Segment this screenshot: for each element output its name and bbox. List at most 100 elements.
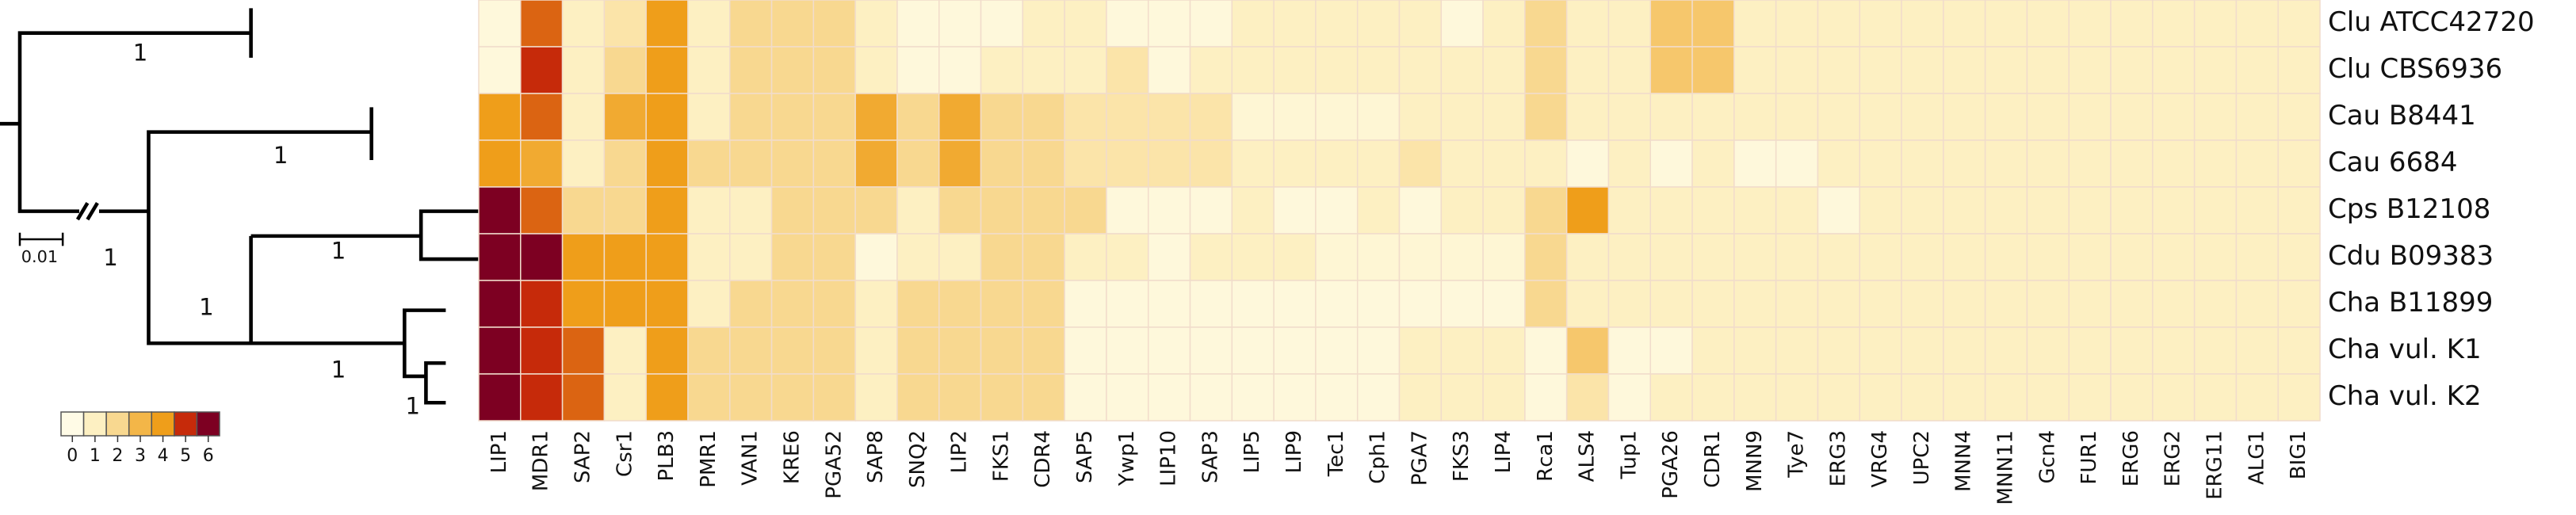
heatmap-cell [1440,280,1484,328]
heatmap-cell [2152,93,2196,141]
column-label: PMR1 [697,430,720,488]
branch-label: 1 [273,142,289,169]
heatmap-cell [2152,139,2196,188]
tree-branch [403,308,446,379]
heatmap-cell [1943,0,1986,48]
heatmap-cell [561,233,606,281]
heatmap-cell [1106,373,1149,422]
heatmap-cell [1106,186,1149,235]
heatmap-cell [2026,233,2070,281]
column-label: Tup1 [1617,430,1641,479]
heatmap-cell [2277,186,2321,235]
heatmap-cell [2110,280,2154,328]
heatmap-cell [1482,373,1526,422]
heatmap-cell [938,326,982,375]
heatmap-cell [1607,46,1652,94]
heatmap-cell [1147,139,1191,188]
heatmap-cell [1106,326,1149,375]
heatmap-cell [896,280,940,328]
column-label: LIP9 [1282,430,1306,473]
heatmap-cell [1022,233,1065,281]
heatmap-cell [896,139,940,188]
heatmap-cell [1064,373,1107,422]
heatmap-cell [2026,373,2070,422]
column-label: Rca1 [1534,430,1557,482]
heatmap-cell [1189,373,1233,422]
heatmap-cell [854,326,898,375]
heatmap-cell [1691,139,1735,188]
heatmap-cell [1859,93,1902,141]
heatmap-cell [854,0,898,48]
heatmap-cell [1189,139,1233,188]
heatmap-cell [2235,233,2279,281]
heatmap-cell [1022,93,1065,141]
heatmap-cell [561,186,606,235]
heatmap-cell [729,326,773,375]
heatmap-cell [1231,139,1275,188]
heatmap-cell [1231,186,1275,235]
row-label: Cau B8441 [2328,100,2476,132]
heatmap-cell [1984,280,2028,328]
heatmap-cell [1356,93,1401,141]
heatmap-cell [1565,373,1610,422]
heatmap-cell [1064,46,1107,94]
heatmap-cell [1440,233,1484,281]
heatmap-cell [2235,280,2279,328]
row-label: Clu ATCC42720 [2328,6,2535,38]
heatmap-cell [1943,186,1986,235]
heatmap-cell [1691,46,1735,94]
heatmap-cell [1147,46,1191,94]
column-label: MNN9 [1743,430,1767,492]
heatmap-cell [1231,0,1275,48]
heatmap-cell [1691,93,1735,141]
heatmap-cell [1775,373,1819,422]
heatmap-cell [1147,326,1191,375]
heatmap-cell [478,326,522,375]
heatmap-cell [854,280,898,328]
column-label: Csr1 [613,430,636,477]
row-label: Cha B11899 [2328,287,2493,319]
heatmap-cell [1315,46,1359,94]
heatmap-cell [1859,326,1902,375]
heatmap-cell [729,280,773,328]
heatmap-cell [1315,233,1359,281]
heatmap-cell [1273,233,1317,281]
heatmap-cell [1943,93,1986,141]
heatmap-cell [1817,139,1861,188]
heatmap-cell [1691,373,1735,422]
heatmap-cell [1691,280,1735,328]
heatmap-cell [1859,233,1902,281]
heatmap-cell [1356,326,1401,375]
legend-swatch [82,411,107,437]
heatmap-cell [1775,93,1819,141]
heatmap-cell [687,280,731,328]
heatmap-cell [1022,139,1065,188]
heatmap-cell [1524,0,1568,48]
heatmap-cell [478,46,522,94]
column-label: Ywp1 [1115,430,1139,486]
heatmap-cell [645,46,689,94]
tree-break [86,202,99,221]
heatmap-cell [478,373,522,422]
heatmap-cell [1273,46,1317,94]
heatmap-cell [1565,46,1610,94]
heatmap-cell [896,373,940,422]
heatmap-cell [1565,233,1610,281]
column-label: Cph1 [1366,430,1390,484]
heatmap-cell [980,186,1024,235]
heatmap-cell [2193,46,2238,94]
column-label: FKS3 [1450,430,1473,482]
heatmap-cell [2235,46,2279,94]
heatmap-cell [687,326,731,375]
heatmap-cell [1398,373,1443,422]
heatmap-cell [1901,0,1944,48]
heatmap-cell [2152,233,2196,281]
legend-tick-label: 0 [67,446,78,466]
heatmap-cell [478,93,522,141]
heatmap-cell [2152,326,2196,375]
legend-swatch [174,411,198,437]
heatmap-cell [645,280,689,328]
heatmap-cell [1817,93,1861,141]
heatmap-cell [1817,326,1861,375]
column-label: LIP4 [1492,430,1515,473]
